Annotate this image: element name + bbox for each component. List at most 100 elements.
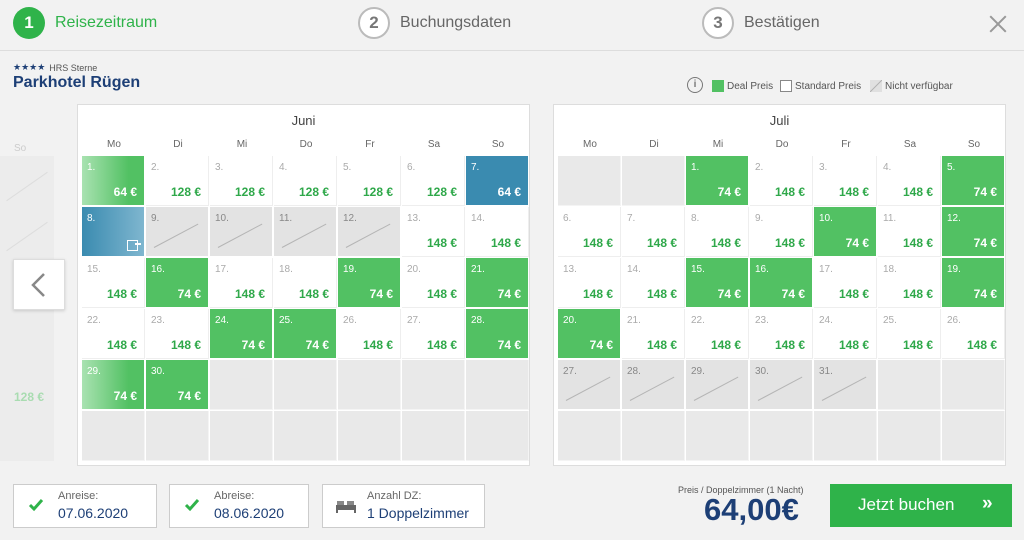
weekday-label: Sa [427,139,441,150]
day-cell[interactable]: 18. 148 € [878,258,941,308]
day-cell[interactable]: 18. 148 € [274,258,337,308]
day-price: 74 € [717,185,741,199]
day-number: 25. [279,315,293,326]
day-price: 148 € [838,287,869,301]
day-cell[interactable]: 1. 64 € [82,156,145,206]
info-icon[interactable]: i [687,77,703,93]
day-number: 27. [407,315,421,326]
day-cell[interactable]: 21. 148 € [622,309,685,359]
day-cell[interactable]: 26. 148 € [942,309,1005,359]
day-price: 74 € [369,287,393,301]
day-price: 148 € [966,338,997,352]
day-cell[interactable]: 1. 74 € [686,156,749,206]
calendar-june: Juni Mo Di Mi Do Fr Sa So 1. 64 € 2. 128 € 3. 128 €… [77,104,530,466]
day-cell[interactable]: 9. 148 € [750,207,813,257]
rooms-value: 1 Doppelzimmer [367,505,469,521]
weekday-label: Do [299,139,313,150]
arrival-box[interactable]: Anreise: 07.06.2020 [13,484,157,528]
day-cell[interactable]: 14. 148 € [466,207,529,257]
step-2-number: 2 [358,7,390,39]
day-cell[interactable]: 19. 74 € [942,258,1005,308]
day-cell[interactable]: 25. 74 € [274,309,337,359]
day-cell[interactable]: 24. 74 € [210,309,273,359]
day-number: 31. [819,366,833,377]
day-cell[interactable]: 20. 148 € [402,258,465,308]
day-number: 20. [407,264,421,275]
day-number: 8. [87,213,96,224]
day-cell[interactable]: 24. 148 € [814,309,877,359]
day-cell[interactable]: 28. 74 € [466,309,529,359]
day-cell[interactable]: 16. 74 € [146,258,209,308]
day-cell[interactable]: 3. 128 € [210,156,273,206]
day-cell[interactable]: 29. 74 € [82,360,145,410]
day-cell[interactable]: 6. 128 € [402,156,465,206]
day-cell[interactable]: 27. 148 € [402,309,465,359]
day-cell[interactable]: 17. 148 € [814,258,877,308]
day-cell[interactable]: 11. 148 € [878,207,941,257]
legend-deal: Deal Preis [712,78,773,94]
day-price: 148 € [710,338,741,352]
weekday-label: So [491,139,505,150]
day-price: 74 € [497,338,521,352]
day-number: 5. [947,162,956,173]
book-now-button[interactable]: Jetzt buchen » [830,484,1012,527]
day-price: 148 € [774,236,805,250]
day-cell[interactable]: 16. 74 € [750,258,813,308]
day-price: 148 € [362,338,393,352]
day-cell[interactable]: 22. 148 € [686,309,749,359]
day-price: 148 € [426,287,457,301]
day-price: 74 € [717,287,741,301]
day-cell[interactable]: 7. 64 € [466,156,529,206]
day-cell[interactable]: 21. 74 € [466,258,529,308]
day-cell[interactable]: 23. 148 € [146,309,209,359]
day-number: 15. [691,264,705,275]
day-cell[interactable]: 22. 148 € [82,309,145,359]
peek-weekday: So [14,143,27,154]
legend-deal-label: Deal Preis [727,80,774,92]
day-cell[interactable]: 12. 74 € [942,207,1005,257]
departure-box[interactable]: Abreise: 08.06.2020 [169,484,309,528]
day-cell[interactable]: 20. 74 € [558,309,621,359]
check-icon [28,499,44,512]
day-cell[interactable]: 25. 148 € [878,309,941,359]
day-price: 74 € [497,287,521,301]
day-cell[interactable]: 8. 148 € [686,207,749,257]
day-cell[interactable]: 8. [82,207,145,257]
day-number: 16. [755,264,769,275]
day-cell[interactable]: 2. 148 € [750,156,813,206]
day-number: 12. [343,213,357,224]
step-1-number: 1 [13,7,45,39]
rooms-box[interactable]: Anzahl DZ: 1 Doppelzimmer [322,484,485,528]
day-cell[interactable]: 10. 74 € [814,207,877,257]
close-icon[interactable] [986,12,1010,36]
day-cell[interactable]: 14. 148 € [622,258,685,308]
total-price: 64,00€ [704,492,799,527]
day-cell[interactable]: 4. 148 € [878,156,941,206]
day-cell[interactable]: 15. 74 € [686,258,749,308]
empty-cell [814,411,877,461]
day-cell[interactable]: 15. 148 € [82,258,145,308]
step-1[interactable]: 1 Reisezeitraum [13,6,157,40]
step-3: 3 Bestätigen [702,6,820,40]
day-cell[interactable]: 17. 148 € [210,258,273,308]
day-cell[interactable]: 13. 148 € [558,258,621,308]
day-price: 148 € [902,338,933,352]
empty-cell [942,360,1005,410]
day-cell[interactable]: 19. 74 € [338,258,401,308]
day-cell[interactable]: 30. 74 € [146,360,209,410]
day-price: 128 € [426,185,457,199]
day-cell[interactable]: 4. 128 € [274,156,337,206]
day-cell[interactable]: 13. 148 € [402,207,465,257]
day-cell[interactable]: 2. 128 € [146,156,209,206]
day-cell[interactable]: 5. 128 € [338,156,401,206]
day-number: 30. [151,366,165,377]
day-cell[interactable]: 6. 148 € [558,207,621,257]
day-cell[interactable]: 23. 148 € [750,309,813,359]
day-cell[interactable]: 5. 74 € [942,156,1005,206]
day-cell[interactable]: 26. 148 € [338,309,401,359]
day-price: 74 € [845,236,869,250]
day-price: 148 € [646,338,677,352]
day-cell[interactable]: 7. 148 € [622,207,685,257]
day-cell[interactable]: 3. 148 € [814,156,877,206]
previous-month-button[interactable] [13,259,65,310]
